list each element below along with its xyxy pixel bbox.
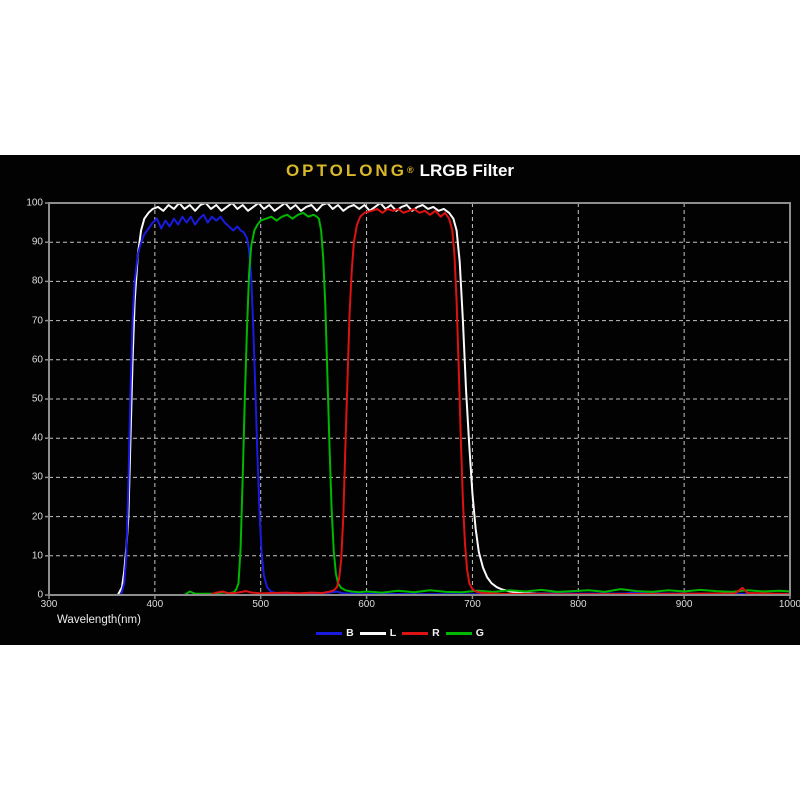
y-tick-label: 10: [31, 550, 43, 562]
legend-label: G: [475, 627, 484, 639]
curve-B: [49, 213, 791, 596]
legend-swatch-b: [316, 631, 343, 635]
legend-label: R: [432, 627, 440, 639]
curve-R: [49, 207, 791, 596]
x-tick-label: 400: [146, 599, 164, 610]
y-tick-label: 90: [31, 236, 43, 248]
y-tick-label: 20: [31, 511, 43, 523]
y-tick-label: 40: [31, 432, 43, 444]
legend-swatch-g: [445, 631, 472, 635]
legend-swatch-l: [359, 631, 386, 635]
registered-trademark-icon: ®: [406, 165, 414, 175]
x-tick-label: 800: [569, 599, 587, 610]
x-tick-label: 900: [675, 599, 693, 610]
y-tick-label: 100: [26, 197, 43, 209]
plot-border: [48, 202, 791, 596]
legend-label: L: [389, 627, 397, 639]
y-tick-label: 80: [31, 275, 43, 287]
x-tick-label: 500: [252, 599, 270, 610]
x-tick-label: 300: [40, 599, 58, 610]
legend-item-l: L: [359, 627, 397, 639]
plot-svg: [45, 202, 791, 599]
x-tick-label: 700: [464, 599, 481, 610]
legend-item-r: R: [402, 627, 440, 639]
x-tick-label: 600: [358, 599, 375, 610]
legend-item-b: B: [316, 627, 354, 639]
legend-label: B: [346, 627, 354, 639]
brand-text: OPTOLONG: [285, 161, 407, 180]
y-tick-label: 70: [31, 315, 43, 327]
chart-title: OPTOLONG® LRGB Filter: [0, 161, 800, 181]
curve-L: [49, 202, 790, 596]
y-tick-label: 30: [31, 471, 43, 483]
y-tick-label: 50: [31, 393, 43, 405]
y-tick-label: 0: [37, 589, 43, 601]
x-tick-label: 1000: [778, 599, 800, 610]
legend-swatch-r: [402, 631, 429, 635]
chart-panel: OPTOLONG®LRGB Filter Transmittance% 0102…: [0, 155, 800, 645]
y-tick-label: 60: [31, 354, 43, 366]
legend-item-g: G: [445, 627, 484, 639]
plot-area: [45, 202, 791, 599]
x-axis-label: Wavelength(nm): [57, 614, 141, 626]
chart-title-text: LRGB Filter: [419, 161, 515, 180]
curve-G: [49, 211, 791, 596]
